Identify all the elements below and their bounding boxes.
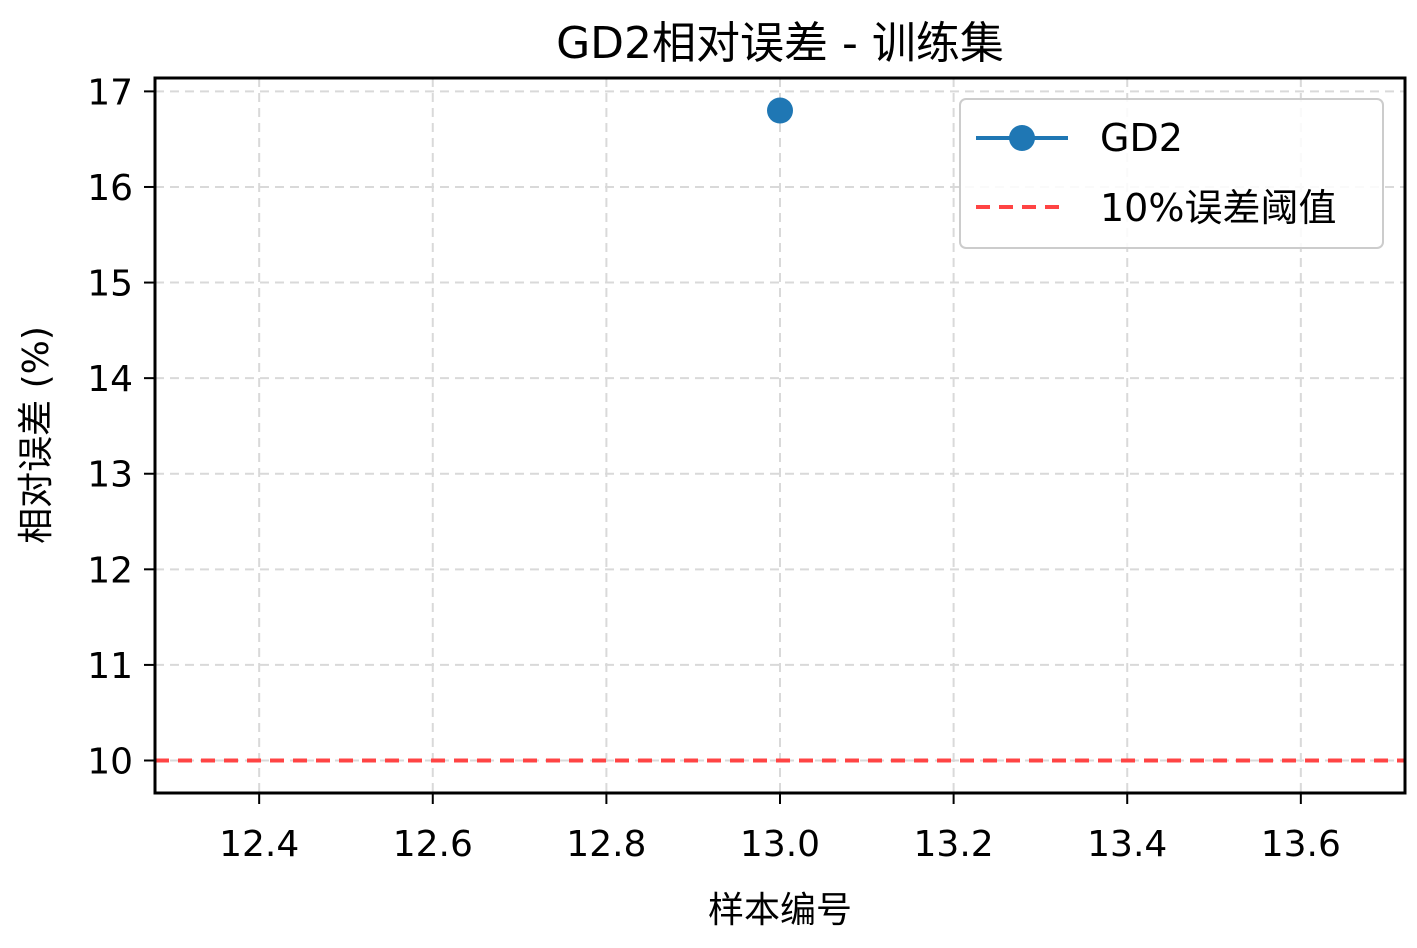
y-tick-label: 17 — [87, 72, 133, 113]
y-tick-label: 12 — [87, 550, 133, 591]
x-tick-label: 13.2 — [914, 824, 994, 865]
y-tick-label: 11 — [87, 646, 133, 687]
x-ticks-layer: 12.4 12.6 12.8 13.0 13.2 13.4 13.6 — [219, 793, 1341, 865]
y-tick-label: 16 — [87, 168, 133, 209]
x-tick-label: 13.0 — [740, 824, 820, 865]
x-tick-label: 12.6 — [393, 824, 473, 865]
legend: GD2 10%误差阈值 — [959, 98, 1384, 249]
legend-threshold-label: 10%误差阈值 — [1100, 186, 1336, 230]
data-point — [767, 97, 793, 124]
series-layer — [767, 97, 793, 124]
x-axis-label: 样本编号 — [708, 890, 852, 931]
y-tick-label: 14 — [87, 359, 133, 400]
y-ticks-layer: 10 11 12 13 14 15 16 17 — [87, 72, 155, 783]
x-tick-label: 12.4 — [219, 824, 299, 865]
y-tick-label: 10 — [87, 742, 133, 783]
legend-gd2-label: GD2 — [1100, 116, 1183, 160]
x-tick-label: 13.4 — [1087, 824, 1167, 865]
y-axis-label: 相对误差 (%) — [16, 326, 57, 544]
legend-gd2-marker — [1009, 125, 1035, 151]
chart-title: GD2相对误差 - 训练集 — [556, 18, 1004, 69]
y-tick-label: 13 — [87, 455, 133, 496]
x-tick-label: 13.6 — [1261, 824, 1341, 865]
x-tick-label: 12.8 — [566, 824, 646, 865]
y-tick-label: 15 — [87, 264, 133, 305]
